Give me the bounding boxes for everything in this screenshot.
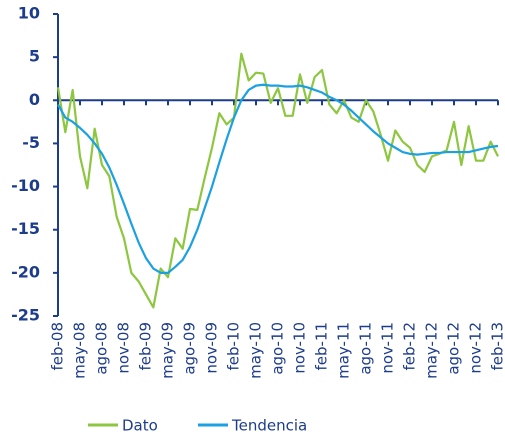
x-tick-label: ago-09 <box>181 322 199 375</box>
x-tick-label: nov-11 <box>379 322 397 374</box>
x-tick-label: feb-12 <box>401 322 419 371</box>
legend-label: Tendencia <box>231 417 307 435</box>
x-tick-label: may-12 <box>423 322 441 379</box>
y-tick-label: -5 <box>22 133 40 152</box>
x-tick-label: ago-08 <box>93 322 111 375</box>
y-tick-label: -15 <box>11 219 40 238</box>
x-tick-label: nov-08 <box>115 322 133 374</box>
y-tick-label: 10 <box>18 4 40 23</box>
y-tick-label: -25 <box>11 306 40 325</box>
x-tick-label: may-10 <box>247 322 265 379</box>
x-tick-label: may-11 <box>335 322 353 379</box>
x-tick-label: ago-12 <box>445 322 463 375</box>
legend-label: Dato <box>122 417 158 435</box>
y-tick-label: 0 <box>29 90 40 109</box>
x-tick-label: feb-08 <box>49 322 67 371</box>
x-tick-label: nov-12 <box>467 322 485 374</box>
x-tick-label: may-09 <box>159 322 177 379</box>
x-tick-label: may-08 <box>71 322 89 379</box>
x-tick-label: feb-10 <box>225 322 243 371</box>
series-line <box>57 83 499 274</box>
y-tick-label: -10 <box>11 176 40 195</box>
x-tick-label: feb-13 <box>489 322 505 371</box>
x-tick-label: ago-11 <box>357 322 375 375</box>
x-tick-label: nov-09 <box>203 322 221 374</box>
x-tick-label: feb-09 <box>137 322 155 371</box>
series-line <box>56 52 499 309</box>
x-tick-label: ago-10 <box>269 322 287 375</box>
x-tick-label: feb-11 <box>313 322 331 371</box>
x-tick-label: nov-10 <box>291 322 309 374</box>
y-tick-label: -20 <box>11 262 40 281</box>
y-tick-label: 5 <box>29 47 40 66</box>
